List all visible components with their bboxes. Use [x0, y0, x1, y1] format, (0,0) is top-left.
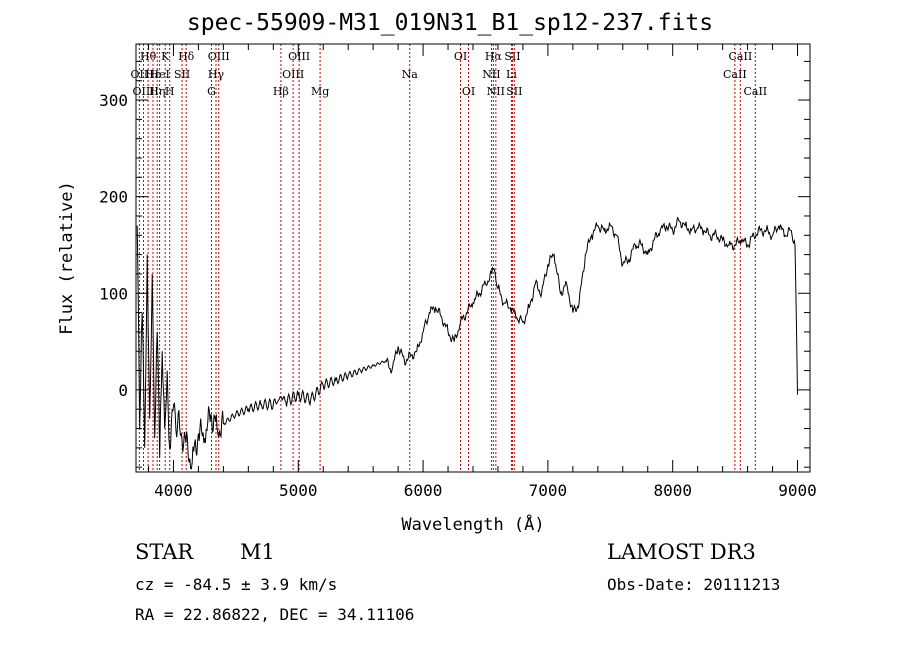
subclass: M1	[240, 540, 275, 564]
line-label-14: OIII	[288, 50, 310, 63]
line-label-2: OIII	[132, 85, 154, 98]
y-tick-label-200: 200	[99, 188, 128, 207]
line-label-19: OI	[462, 85, 475, 98]
obs-date: Obs-Date: 20111213	[607, 575, 781, 594]
line-label-9: Hδ	[178, 50, 195, 63]
line-label-18: OI	[454, 50, 467, 63]
line-label-15: OIII	[282, 68, 304, 81]
line-label-8: SII	[174, 68, 190, 81]
coordinates: RA = 22.86822, DEC = 34.11106	[135, 605, 415, 624]
y-tick-label-100: 100	[99, 284, 128, 303]
chart-title: spec-55909-M31_019N31_B1_sp12-237.fits	[186, 10, 714, 36]
line-label-11: Hγ	[208, 68, 225, 81]
redshift-readout: cz = -84.5 ± 3.9 km/s	[135, 575, 338, 594]
y-tick-label-300: 300	[99, 91, 128, 110]
line-label-24: Li	[506, 68, 517, 81]
line-label-5: K	[161, 50, 170, 63]
survey-name: LAMOST DR3	[607, 540, 756, 564]
x-tick-label-7000: 7000	[529, 481, 568, 500]
x-tick-label-8000: 8000	[653, 481, 692, 500]
x-tick-label-6000: 6000	[404, 481, 443, 500]
line-label-23: SII	[504, 50, 520, 63]
line-label-25: SII	[506, 85, 522, 98]
spectrum-line	[136, 216, 798, 470]
line-label-12: G	[207, 85, 216, 98]
x-tick-label-9000: 9000	[778, 481, 817, 500]
line-label-10: OIII	[208, 50, 230, 63]
line-label-6: HeI	[149, 68, 169, 81]
y-tick-label-0: 0	[118, 381, 128, 400]
object-class: STAR	[135, 540, 194, 564]
line-label-22: NII	[487, 85, 505, 98]
line-label-4: Hη	[149, 85, 165, 98]
line-label-26: CaII	[729, 50, 753, 63]
line-label-21: NII	[482, 68, 500, 81]
x-axis-label: Wavelength (Å)	[401, 513, 544, 535]
x-tick-label-4000: 4000	[154, 481, 193, 500]
y-axis-label: Flux (relative)	[57, 181, 77, 335]
line-label-13: Hβ	[273, 85, 289, 98]
line-label-16: Mg	[311, 85, 329, 98]
line-label-17: Na	[402, 68, 419, 81]
x-tick-label-5000: 5000	[279, 481, 318, 500]
line-label-28: CaII	[743, 85, 767, 98]
plot-frame	[135, 43, 811, 473]
line-label-27: CaII	[723, 68, 747, 81]
line-label-0: Hθ	[140, 50, 157, 63]
line-label-20: Hα	[485, 50, 503, 63]
line-label-7: H	[165, 85, 175, 98]
